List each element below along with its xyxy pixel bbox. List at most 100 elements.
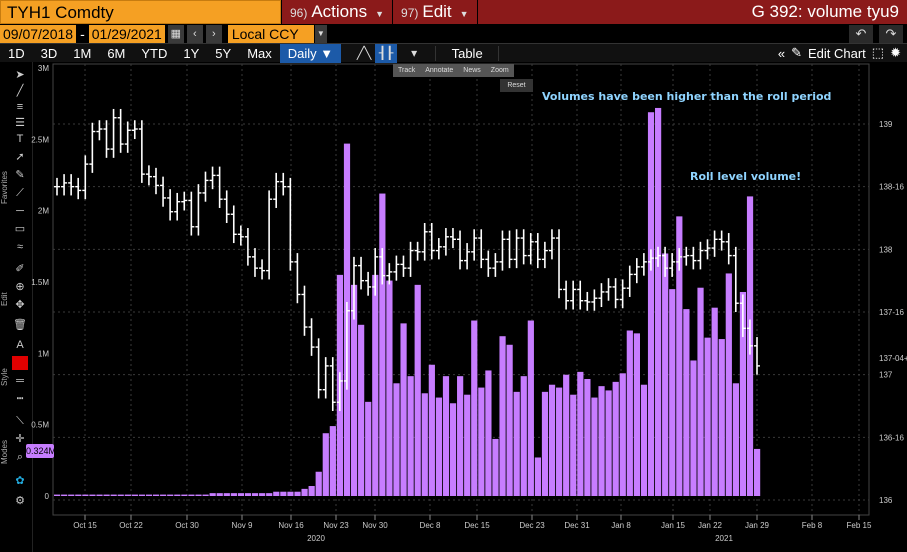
channel-tool-icon[interactable]: ☰: [15, 117, 25, 129]
chart-type-dropdown-icon[interactable]: ▾: [411, 45, 418, 60]
move-icon[interactable]: ✥: [15, 299, 25, 311]
price-tick-label: 137: [879, 371, 893, 380]
volume-bar: [68, 494, 75, 496]
drawing-toolbar: ➤ ╱ ≡ ☰ T ➚ ✎ ⟋ ─ ▭ ≈ ✐ ⊕ ✥ 🗑 A ═ ┅ ⟍ ✛ …: [0, 62, 33, 552]
start-date-input[interactable]: 09/07/2018: [0, 24, 77, 43]
rect-tool-icon[interactable]: ▭: [14, 223, 26, 235]
actions-menu[interactable]: 96) Actions ▼: [281, 0, 393, 24]
brush-icon[interactable]: ✐: [15, 263, 25, 275]
volume-bar: [612, 381, 619, 496]
volume-bar: [110, 494, 117, 496]
table-button[interactable]: Table: [435, 45, 500, 61]
magnet-icon[interactable]: ⊕: [15, 281, 25, 293]
volume-tick-label: 1.5M: [31, 278, 49, 287]
range-1m[interactable]: 1M: [73, 45, 92, 61]
pen-tool-icon[interactable]: ✎: [15, 169, 25, 181]
ruler-icon[interactable]: ⟍: [16, 415, 24, 427]
date-tick-label: Dec 8: [420, 521, 441, 530]
next-period-button[interactable]: ›: [205, 24, 222, 43]
volume-bar: [520, 376, 527, 496]
line-style-icon[interactable]: ┅: [16, 393, 24, 405]
volume-bar: [697, 287, 704, 496]
volume-tick-label: 0: [45, 492, 50, 501]
volume-bar: [563, 374, 570, 496]
last-price-tag-bg: [873, 353, 907, 364]
range-5y[interactable]: 5Y: [215, 45, 232, 61]
volume-bar: [160, 494, 167, 496]
price-tick-label: 138: [879, 245, 893, 254]
range-3d[interactable]: 3D: [40, 45, 58, 61]
x-axis: Oct 15 Oct 22 Oct 30 Nov 9 Nov 16 Nov 23 Nov 3…: [73, 515, 872, 543]
redo-icon[interactable]: ↷: [879, 24, 903, 43]
range-ytd[interactable]: YTD: [141, 45, 168, 61]
ray-tool-icon[interactable]: ⟋: [16, 187, 24, 199]
reset-button[interactable]: Reset: [500, 79, 533, 92]
currency-select[interactable]: Local CCY: [227, 24, 314, 43]
colorful-mode-icon[interactable]: ✿: [15, 475, 25, 487]
settings-gear-icon[interactable]: ⚙: [15, 495, 25, 507]
pencil-icon[interactable]: ✎: [791, 45, 802, 60]
wave-tool-icon[interactable]: ≈: [16, 241, 24, 253]
text-tool-icon[interactable]: T: [16, 133, 24, 145]
date-tick-label: Oct 30: [175, 521, 199, 530]
volume-bar: [75, 494, 82, 496]
fib-tool-icon[interactable]: ≡: [16, 101, 24, 113]
last-price-tag: 137-04+: [879, 354, 907, 363]
range-6m[interactable]: 6M: [107, 45, 126, 61]
volume-tick-label: 0.5M: [31, 421, 49, 430]
volume-bar: [754, 448, 761, 496]
volume-bar: [513, 391, 520, 496]
date-tick-label: Nov 9: [232, 521, 253, 530]
edit-chart-button[interactable]: Edit Chart: [807, 45, 866, 61]
gear-icon[interactable]: ✹: [890, 45, 901, 60]
color-swatch-icon[interactable]: [12, 356, 28, 370]
trash-icon[interactable]: 🗑: [13, 319, 27, 331]
end-date-input[interactable]: 01/29/2021: [88, 24, 165, 43]
arrow-tool-icon[interactable]: ➚: [15, 151, 25, 163]
price-tick-label: 138-16: [879, 183, 904, 192]
volume-bar: [449, 403, 457, 496]
zoom-tool-icon[interactable]: ⌕: [16, 451, 24, 463]
bar-chart-icon[interactable]: ┨┠: [375, 43, 398, 63]
date-tick-label: Nov 16: [278, 521, 304, 530]
line-chart-icon[interactable]: ╱╲: [356, 45, 372, 60]
cursor-icon[interactable]: ➤: [15, 69, 25, 81]
currency-dropdown-icon[interactable]: ▼: [314, 24, 327, 43]
volume-bar: [188, 494, 195, 496]
price-tick-label: 137-16: [879, 308, 904, 317]
volume-bar: [605, 390, 612, 496]
undo-icon[interactable]: ↶: [849, 24, 873, 43]
prev-period-button[interactable]: ‹: [186, 24, 203, 43]
security-input[interactable]: TYH1 Comdty: [0, 0, 281, 24]
font-icon[interactable]: A: [16, 339, 24, 351]
volume-bar: [647, 112, 655, 496]
collapse-icon[interactable]: «: [777, 45, 786, 61]
range-1y[interactable]: 1Y: [183, 45, 200, 61]
frequency-select[interactable]: Daily ▼: [279, 43, 342, 63]
date-tick-label: Oct 15: [73, 521, 97, 530]
chart-settings-icon[interactable]: ⬚: [871, 45, 885, 60]
volume-bar: [548, 384, 556, 496]
range-max[interactable]: Max: [247, 45, 272, 61]
news-tool[interactable]: News: [463, 67, 481, 74]
calendar-icon[interactable]: ▦: [167, 24, 184, 43]
edit-menu[interactable]: 97) Edit ▼: [392, 0, 477, 24]
volume-bar: [230, 493, 237, 496]
annotate-tool[interactable]: Annotate: [425, 67, 454, 74]
date-tick-label: Dec 31: [564, 521, 590, 530]
line-width-icon[interactable]: ═: [16, 375, 24, 387]
track-tool[interactable]: Track: [398, 67, 416, 74]
volume-bar: [167, 494, 174, 496]
hline-tool-icon[interactable]: ─: [16, 205, 24, 217]
actions-dropdown-icon: ▼: [375, 9, 385, 19]
volume-bar: [216, 493, 223, 496]
range-1d[interactable]: 1D: [8, 45, 25, 61]
line-tool-icon[interactable]: ╱: [16, 85, 24, 97]
volume-bar: [209, 493, 216, 496]
zoom-tool[interactable]: Zoom: [490, 67, 509, 74]
current-volume-tag: 0.324M: [26, 444, 57, 458]
frequency-label: Daily: [287, 45, 317, 61]
volume-bar: [711, 307, 718, 496]
crosshair-icon[interactable]: ✛: [15, 433, 25, 445]
